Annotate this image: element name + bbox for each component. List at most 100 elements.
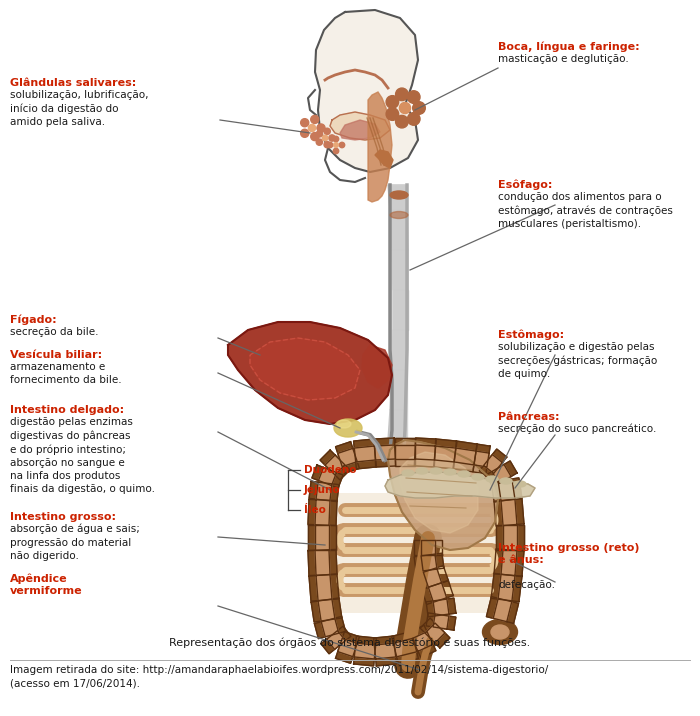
Circle shape (333, 148, 339, 154)
Polygon shape (391, 632, 419, 664)
Ellipse shape (472, 474, 484, 480)
Ellipse shape (486, 476, 498, 482)
Polygon shape (486, 461, 517, 487)
Polygon shape (362, 345, 392, 388)
Polygon shape (316, 482, 332, 500)
Polygon shape (250, 338, 360, 400)
Polygon shape (494, 599, 512, 621)
Polygon shape (335, 632, 359, 663)
Polygon shape (390, 370, 407, 410)
Text: Representação dos órgãos do sistema digestório e suas funções.: Representação dos órgãos do sistema dige… (169, 638, 531, 649)
Polygon shape (312, 598, 342, 622)
Polygon shape (409, 625, 436, 658)
Polygon shape (494, 549, 524, 576)
Polygon shape (326, 631, 346, 649)
Polygon shape (392, 250, 408, 290)
Circle shape (413, 102, 426, 115)
Polygon shape (314, 616, 346, 639)
Circle shape (322, 135, 328, 141)
Polygon shape (484, 455, 503, 473)
Text: defecação.: defecação. (498, 580, 555, 590)
Polygon shape (491, 574, 522, 601)
Circle shape (316, 139, 323, 145)
Polygon shape (309, 574, 339, 601)
Polygon shape (412, 632, 433, 652)
Circle shape (400, 102, 411, 114)
Polygon shape (434, 446, 456, 462)
Text: masticação e deglutição.: masticação e deglutição. (498, 54, 629, 64)
Polygon shape (414, 438, 435, 467)
Polygon shape (318, 599, 335, 621)
Polygon shape (325, 455, 345, 475)
Circle shape (317, 124, 325, 132)
Polygon shape (354, 636, 377, 666)
Text: Esôfago:: Esôfago: (498, 180, 552, 190)
Polygon shape (340, 120, 380, 140)
Polygon shape (501, 500, 517, 526)
Polygon shape (421, 581, 454, 604)
Polygon shape (330, 112, 390, 140)
Polygon shape (308, 500, 337, 526)
Circle shape (309, 125, 316, 132)
Text: Jejuno: Jejuno (304, 485, 341, 495)
Polygon shape (395, 445, 415, 459)
Circle shape (328, 142, 332, 147)
Polygon shape (354, 643, 376, 659)
Polygon shape (503, 525, 517, 550)
Polygon shape (414, 553, 444, 572)
Text: Boca, língua e faringe:: Boca, língua e faringe: (498, 42, 640, 52)
Polygon shape (338, 448, 357, 467)
Text: absorção de água e sais;
progressão do material
não digerido.: absorção de água e sais; progressão do m… (10, 524, 140, 561)
Circle shape (340, 142, 344, 147)
Polygon shape (338, 639, 357, 657)
Polygon shape (426, 613, 456, 630)
Text: Vesícula biliar:: Vesícula biliar: (10, 350, 102, 360)
Polygon shape (421, 540, 435, 555)
Polygon shape (315, 500, 330, 526)
Polygon shape (395, 438, 415, 466)
Ellipse shape (416, 468, 428, 474)
Text: Intestino grosso (reto)
e ânus:: Intestino grosso (reto) e ânus: (498, 543, 640, 565)
Text: Imagem retirada do site: http://amandaraphaelabioifes.wordpress.com/2011/02/14/s: Imagem retirada do site: http://amandara… (10, 665, 548, 689)
Polygon shape (228, 322, 392, 424)
Polygon shape (335, 442, 359, 473)
Polygon shape (416, 566, 448, 589)
Ellipse shape (390, 191, 408, 199)
Circle shape (407, 91, 420, 103)
Polygon shape (491, 478, 522, 502)
Text: solubilização e digestão pelas
secreções gástricas; formação
de quimo.: solubilização e digestão pelas secreções… (498, 342, 657, 379)
Ellipse shape (390, 211, 408, 218)
Polygon shape (426, 598, 456, 617)
Ellipse shape (444, 469, 456, 475)
Polygon shape (309, 481, 339, 502)
Ellipse shape (482, 619, 517, 644)
Polygon shape (368, 92, 392, 202)
Text: Intestino grosso:: Intestino grosso: (10, 512, 116, 522)
Polygon shape (354, 439, 377, 469)
Ellipse shape (458, 471, 470, 477)
Polygon shape (374, 445, 395, 460)
Polygon shape (496, 525, 524, 550)
Polygon shape (433, 439, 456, 469)
Polygon shape (318, 468, 337, 485)
Polygon shape (390, 210, 408, 250)
Circle shape (311, 115, 318, 123)
Polygon shape (480, 449, 507, 479)
Polygon shape (433, 599, 449, 616)
Text: Intestino delgado:: Intestino delgado: (10, 405, 124, 415)
Polygon shape (308, 549, 337, 576)
Text: Pâncreas:: Pâncreas: (498, 412, 559, 422)
Polygon shape (315, 10, 418, 172)
Polygon shape (321, 626, 351, 654)
Circle shape (301, 130, 309, 137)
Polygon shape (420, 618, 450, 648)
Circle shape (407, 112, 420, 125)
Circle shape (334, 142, 338, 147)
Text: solubilização, lubrificação,
início da digestão do
amido pela saliva.: solubilização, lubrificação, início da d… (10, 90, 148, 127)
Polygon shape (316, 574, 332, 601)
Ellipse shape (402, 470, 414, 476)
Polygon shape (312, 465, 343, 488)
Text: Fígado:: Fígado: (10, 314, 57, 325)
Polygon shape (498, 574, 515, 601)
Ellipse shape (491, 625, 509, 639)
